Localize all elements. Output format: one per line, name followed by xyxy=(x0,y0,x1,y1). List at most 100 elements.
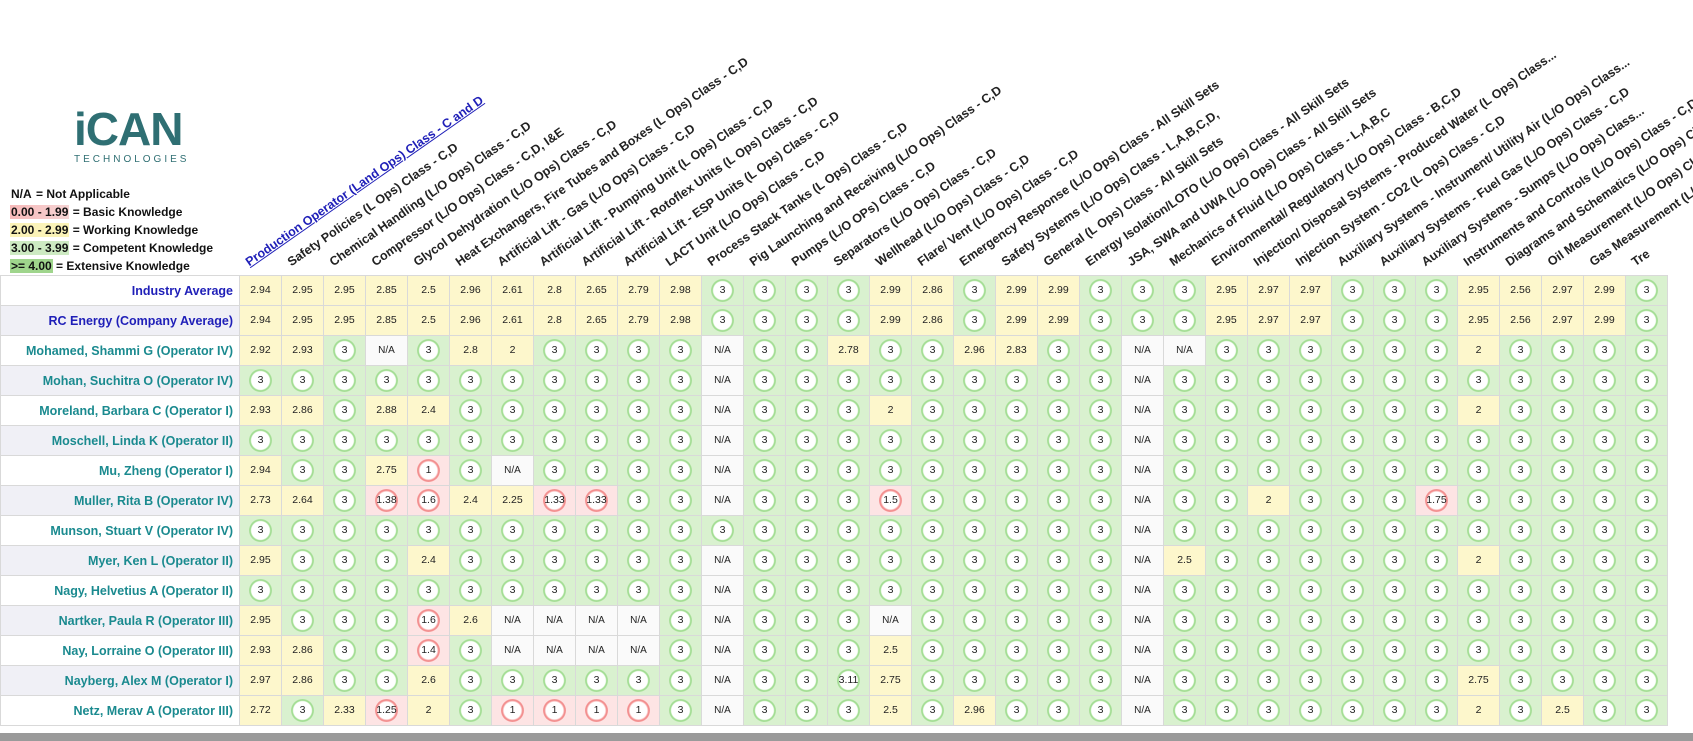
score-cell[interactable]: N/A xyxy=(701,575,744,606)
score-cell[interactable]: 3 xyxy=(533,425,576,456)
score-cell[interactable]: 3 xyxy=(365,365,408,396)
score-cell[interactable]: 2.86 xyxy=(911,275,954,306)
score-cell[interactable]: 1.5 xyxy=(869,485,912,516)
score-cell[interactable]: N/A xyxy=(1163,335,1206,366)
score-cell[interactable]: 3 xyxy=(1331,425,1374,456)
score-cell[interactable]: 3 xyxy=(1163,305,1206,336)
score-cell[interactable]: 3 xyxy=(659,485,702,516)
score-cell[interactable]: 3 xyxy=(575,665,618,696)
score-cell[interactable]: 3 xyxy=(1583,395,1626,426)
row-name[interactable]: RC Energy (Company Average) xyxy=(0,305,240,336)
score-cell[interactable]: 2.78 xyxy=(827,335,870,366)
score-cell[interactable]: 3 xyxy=(1163,485,1206,516)
score-cell[interactable]: 3 xyxy=(659,425,702,456)
score-cell[interactable]: 3 xyxy=(1037,335,1080,366)
score-cell[interactable]: 3 xyxy=(659,365,702,396)
score-cell[interactable]: 3 xyxy=(365,635,408,666)
score-cell[interactable]: 3 xyxy=(617,575,660,606)
score-cell[interactable]: 3 xyxy=(1415,395,1458,426)
score-cell[interactable]: 1.75 xyxy=(1415,485,1458,516)
score-cell[interactable]: 3 xyxy=(1583,695,1626,726)
score-cell[interactable]: 3 xyxy=(1583,545,1626,576)
score-cell[interactable]: 3 xyxy=(785,335,828,366)
score-cell[interactable]: 3 xyxy=(1037,455,1080,486)
score-cell[interactable]: 3 xyxy=(1541,395,1584,426)
score-cell[interactable]: 3 xyxy=(1499,425,1542,456)
score-cell[interactable]: 2.96 xyxy=(449,275,492,306)
score-cell[interactable]: 3 xyxy=(869,365,912,396)
score-cell[interactable]: 2.75 xyxy=(365,455,408,486)
score-cell[interactable]: N/A xyxy=(575,635,618,666)
score-cell[interactable]: 3 xyxy=(1247,635,1290,666)
score-cell[interactable]: 3 xyxy=(1247,395,1290,426)
score-cell[interactable]: 3 xyxy=(1205,425,1248,456)
score-cell[interactable]: 3 xyxy=(491,425,534,456)
score-cell[interactable]: 3 xyxy=(1331,455,1374,486)
score-cell[interactable]: 2.95 xyxy=(239,605,282,636)
score-cell[interactable]: 2.6 xyxy=(407,665,450,696)
score-cell[interactable]: 3 xyxy=(1037,665,1080,696)
score-cell[interactable]: 3 xyxy=(491,365,534,396)
score-cell[interactable]: 2.25 xyxy=(491,485,534,516)
score-cell[interactable]: 2.75 xyxy=(1457,665,1500,696)
score-cell[interactable]: 2.93 xyxy=(239,635,282,666)
score-cell[interactable]: 3 xyxy=(743,425,786,456)
score-cell[interactable]: 3 xyxy=(1205,635,1248,666)
score-cell[interactable]: 3 xyxy=(449,665,492,696)
score-cell[interactable]: 3 xyxy=(827,545,870,576)
score-cell[interactable]: 3 xyxy=(785,515,828,546)
score-cell[interactable]: 3 xyxy=(1373,605,1416,636)
score-cell[interactable]: 3 xyxy=(449,395,492,426)
score-cell[interactable]: 3 xyxy=(1163,275,1206,306)
score-cell[interactable]: 3 xyxy=(617,665,660,696)
score-cell[interactable]: 3 xyxy=(1079,485,1122,516)
score-cell[interactable]: 3 xyxy=(995,365,1038,396)
score-cell[interactable]: 3 xyxy=(785,665,828,696)
score-cell[interactable]: 3.11 xyxy=(827,665,870,696)
score-cell[interactable]: 2.86 xyxy=(911,305,954,336)
score-cell[interactable]: 3 xyxy=(743,365,786,396)
score-cell[interactable]: 2.65 xyxy=(575,305,618,336)
score-cell[interactable]: 3 xyxy=(1457,455,1500,486)
score-cell[interactable]: 3 xyxy=(953,575,996,606)
score-cell[interactable]: 3 xyxy=(617,515,660,546)
score-cell[interactable]: 3 xyxy=(869,575,912,606)
score-cell[interactable]: 3 xyxy=(407,425,450,456)
score-cell[interactable]: 3 xyxy=(911,395,954,426)
score-cell[interactable]: 3 xyxy=(1163,515,1206,546)
score-cell[interactable]: 3 xyxy=(491,665,534,696)
score-cell[interactable]: 3 xyxy=(281,455,324,486)
score-cell[interactable]: 3 xyxy=(869,455,912,486)
score-cell[interactable]: 3 xyxy=(743,575,786,606)
score-cell[interactable]: N/A xyxy=(491,455,534,486)
score-cell[interactable]: 3 xyxy=(659,455,702,486)
score-cell[interactable]: 3 xyxy=(953,515,996,546)
score-cell[interactable]: 2.97 xyxy=(1541,305,1584,336)
score-cell[interactable]: 3 xyxy=(1583,335,1626,366)
score-cell[interactable]: 3 xyxy=(1163,395,1206,426)
score-cell[interactable]: 2.98 xyxy=(659,305,702,336)
score-cell[interactable]: 3 xyxy=(533,545,576,576)
score-cell[interactable]: 3 xyxy=(1205,365,1248,396)
score-cell[interactable]: 3 xyxy=(575,545,618,576)
score-cell[interactable]: 3 xyxy=(617,395,660,426)
score-cell[interactable]: 1.33 xyxy=(533,485,576,516)
score-cell[interactable]: 3 xyxy=(407,335,450,366)
score-cell[interactable]: 3 xyxy=(407,365,450,396)
score-cell[interactable]: 3 xyxy=(323,335,366,366)
score-cell[interactable]: 3 xyxy=(659,665,702,696)
score-cell[interactable]: 3 xyxy=(407,515,450,546)
score-cell[interactable]: 3 xyxy=(1541,365,1584,396)
score-cell[interactable]: 3 xyxy=(449,425,492,456)
score-cell[interactable]: 2.97 xyxy=(239,665,282,696)
score-cell[interactable]: 1.4 xyxy=(407,635,450,666)
score-cell[interactable]: 2 xyxy=(1457,545,1500,576)
score-cell[interactable]: 2.97 xyxy=(1247,275,1290,306)
score-cell[interactable]: 3 xyxy=(827,575,870,606)
row-name[interactable]: Mohamed, Shammi G (Operator IV) xyxy=(0,335,240,366)
score-cell[interactable]: N/A xyxy=(1121,545,1164,576)
score-cell[interactable]: N/A xyxy=(1121,455,1164,486)
score-cell[interactable]: 3 xyxy=(1163,425,1206,456)
score-cell[interactable]: 3 xyxy=(1331,515,1374,546)
score-cell[interactable]: 3 xyxy=(911,515,954,546)
